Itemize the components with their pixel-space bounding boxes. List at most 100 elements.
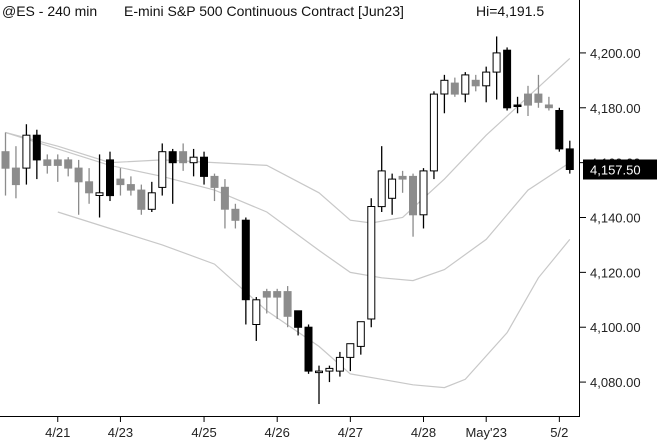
candle — [482, 66, 491, 103]
last-price-marker: 4,157.50 — [583, 159, 657, 180]
candle-body — [283, 291, 292, 317]
candle — [179, 143, 188, 171]
candle — [126, 176, 135, 196]
candle — [241, 217, 250, 325]
candle — [231, 203, 240, 229]
candle-body — [367, 206, 376, 320]
y-tick-label: 4,080.00 — [590, 375, 641, 390]
candle — [524, 85, 532, 117]
last-price-label: 4,157.50 — [590, 163, 641, 178]
candle-body — [544, 104, 553, 109]
candle-body — [116, 178, 125, 186]
upper-band-line — [5, 57, 571, 224]
candle — [367, 198, 376, 328]
x-tick-label: 4/26 — [265, 425, 290, 440]
candle — [74, 159, 83, 215]
candle — [419, 168, 428, 229]
candle — [377, 146, 386, 213]
candle-body — [388, 178, 397, 199]
candle-body — [11, 167, 20, 186]
candle — [22, 124, 31, 185]
time-axis: 4/21 4/23 4/25 4/26 4/27 4/28 May'23 5/2 — [45, 416, 568, 440]
candle — [95, 154, 104, 218]
candle — [116, 168, 125, 196]
candle-body — [126, 184, 135, 191]
x-tick-label: 4/21 — [45, 425, 70, 440]
candle — [220, 179, 229, 229]
candle — [429, 91, 438, 180]
candle-body — [440, 79, 449, 95]
candle-body — [492, 52, 501, 73]
candle-body — [1, 151, 10, 169]
candle-body — [147, 192, 156, 210]
candle — [356, 321, 365, 355]
candle-body — [137, 189, 146, 210]
x-tick-label: May'23 — [465, 425, 507, 440]
x-tick-label: 4/28 — [411, 425, 436, 440]
price-axis: 4,080.004,100.004,120.004,140.004,160.00… — [580, 46, 641, 390]
candle-body — [252, 299, 261, 325]
candle-body — [262, 291, 271, 298]
candle — [304, 324, 313, 374]
candle-body — [503, 49, 512, 109]
candle — [544, 96, 553, 111]
candle-body — [524, 93, 532, 106]
candle-body — [95, 192, 104, 197]
candle — [273, 288, 282, 319]
candle-body — [273, 291, 282, 298]
y-tick-label: 4,180.00 — [590, 101, 641, 116]
candle — [294, 310, 303, 336]
candle-body — [346, 343, 355, 358]
y-tick-label: 4,140.00 — [590, 211, 641, 226]
candle — [503, 47, 512, 111]
candle-body — [106, 159, 114, 197]
candle — [409, 173, 417, 237]
chart-header: @ES - 240 min E-mini S&P 500 Continuous … — [2, 3, 544, 19]
contract-title: E-mini S&P 500 Continuous Contract [Jun2… — [124, 3, 404, 19]
candle — [283, 286, 292, 328]
candle — [189, 148, 198, 177]
candle — [440, 74, 449, 114]
candle-body — [85, 181, 94, 194]
candle — [335, 351, 344, 377]
candle — [555, 107, 564, 152]
candle-body — [461, 74, 470, 95]
candle-body — [220, 186, 229, 210]
candle-body — [419, 170, 428, 216]
candle-body — [325, 367, 334, 372]
candle — [106, 151, 114, 202]
candle-body — [294, 310, 303, 328]
candle — [325, 365, 334, 383]
candle-body — [200, 156, 208, 177]
candle-body — [179, 151, 188, 164]
candle-body — [304, 326, 313, 372]
y-tick-label: 4,200.00 — [590, 46, 641, 61]
candle-body — [356, 321, 365, 347]
candle — [534, 74, 543, 108]
candle — [398, 170, 407, 193]
candle — [11, 146, 20, 199]
candle-body — [482, 71, 491, 87]
x-tick-label: 4/25 — [191, 425, 216, 440]
candle-body — [450, 82, 459, 95]
x-tick-label: 4/27 — [338, 425, 363, 440]
last-price-box — [583, 159, 657, 180]
candle — [158, 143, 167, 196]
candle-body — [158, 151, 167, 188]
middle-band-line — [5, 131, 571, 282]
candle-body — [315, 370, 323, 374]
candle-body — [555, 110, 564, 150]
candle — [346, 343, 355, 372]
symbol-label: @ES - 240 min — [2, 3, 97, 19]
candle — [262, 288, 271, 314]
candle — [252, 297, 261, 341]
candle-body — [471, 79, 480, 87]
candle — [461, 72, 470, 103]
candle-body — [335, 356, 344, 372]
candle-body — [64, 159, 73, 169]
candle — [147, 181, 156, 213]
y-tick-label: 4,120.00 — [590, 265, 641, 280]
candle — [53, 154, 62, 182]
candle-body — [231, 208, 240, 221]
